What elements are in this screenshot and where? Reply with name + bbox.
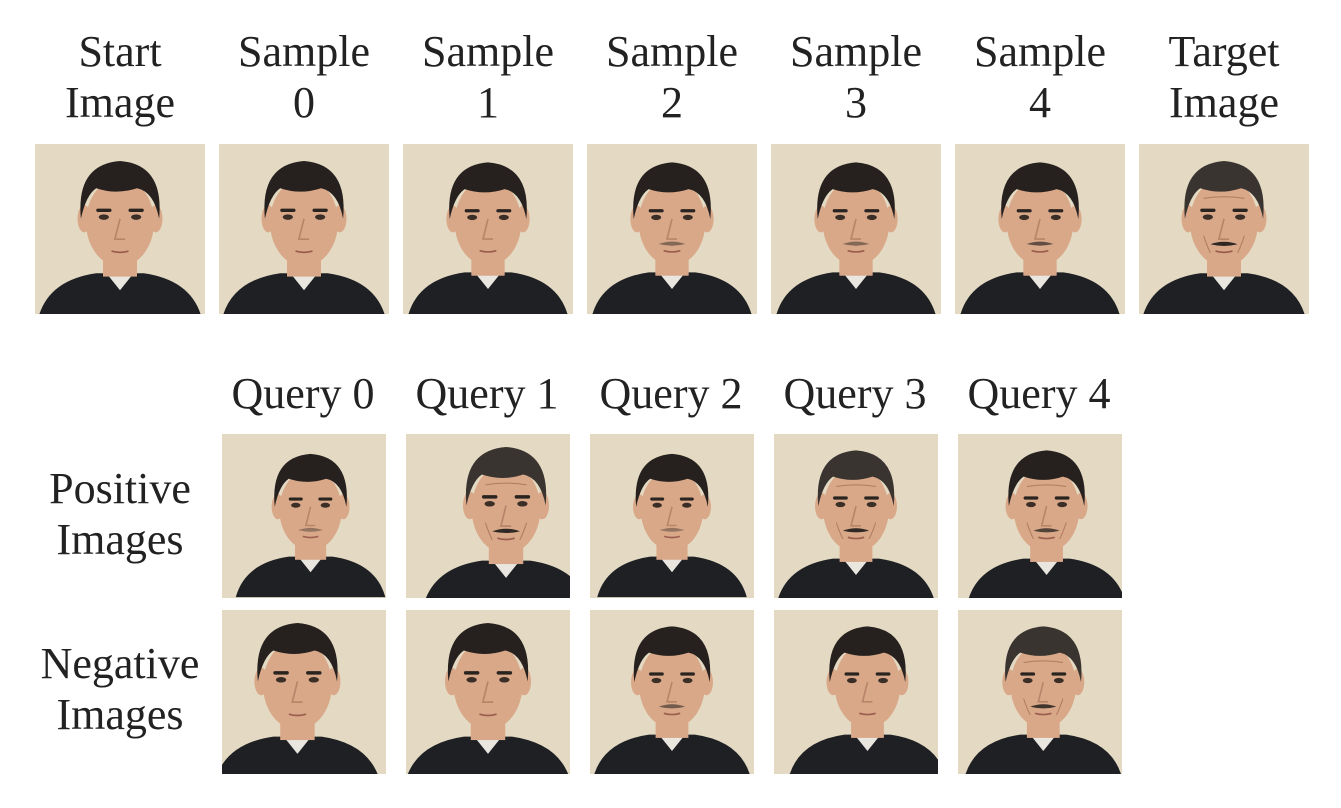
positive-image-0-portrait [222,434,386,598]
header-label-sample-2: Sample 2 [606,27,738,127]
sample-image-4 [955,144,1125,314]
positive-image-2-portrait [590,434,754,598]
sample-image-3-portrait [771,144,941,314]
sample-image-0-portrait [219,144,389,314]
query-label-0: Query 0 [231,369,375,418]
header-label-sample-1: Sample 1 [422,27,554,127]
negative-image-1 [406,610,570,774]
negative-image-3 [774,610,938,774]
row-label-negative: Negative Images [40,639,200,739]
sample-image-4-portrait [955,144,1125,314]
positive-image-1-portrait [406,434,570,598]
target-image [1139,144,1309,314]
sample-image-0 [219,144,389,314]
header-label-sample-0: Sample 0 [238,27,370,127]
positive-image-4 [958,434,1122,598]
negative-image-0 [222,610,386,774]
target-image-portrait [1139,144,1309,314]
sample-image-1-portrait [403,144,573,314]
negative-image-2-portrait [590,610,754,774]
negative-image-4-portrait [958,610,1122,774]
query-label-4: Query 4 [967,369,1111,418]
negative-image-3-portrait [774,610,938,774]
positive-image-0 [222,434,386,598]
negative-image-4 [958,610,1122,774]
header-label-sample-4: Sample 4 [974,27,1106,127]
positive-image-3 [774,434,938,598]
positive-image-4-portrait [958,434,1122,598]
header-label-target-image: Target Image [1168,27,1280,127]
start-image [35,144,205,314]
negative-image-0-portrait [222,610,386,774]
positive-image-1 [406,434,570,598]
query-label-2: Query 2 [599,369,743,418]
row-label-positive: Positive Images [49,464,191,564]
positive-image-2 [590,434,754,598]
header-label-sample-3: Sample 3 [790,27,922,127]
negative-image-1-portrait [406,610,570,774]
start-image-portrait [35,144,205,314]
positive-image-3-portrait [774,434,938,598]
query-label-3: Query 3 [783,369,927,418]
header-label-start-image: Start Image [65,27,175,127]
negative-image-2 [590,610,754,774]
query-label-1: Query 1 [415,369,559,418]
sample-image-2-portrait [587,144,757,314]
sample-image-2 [587,144,757,314]
sample-image-1 [403,144,573,314]
sample-image-3 [771,144,941,314]
